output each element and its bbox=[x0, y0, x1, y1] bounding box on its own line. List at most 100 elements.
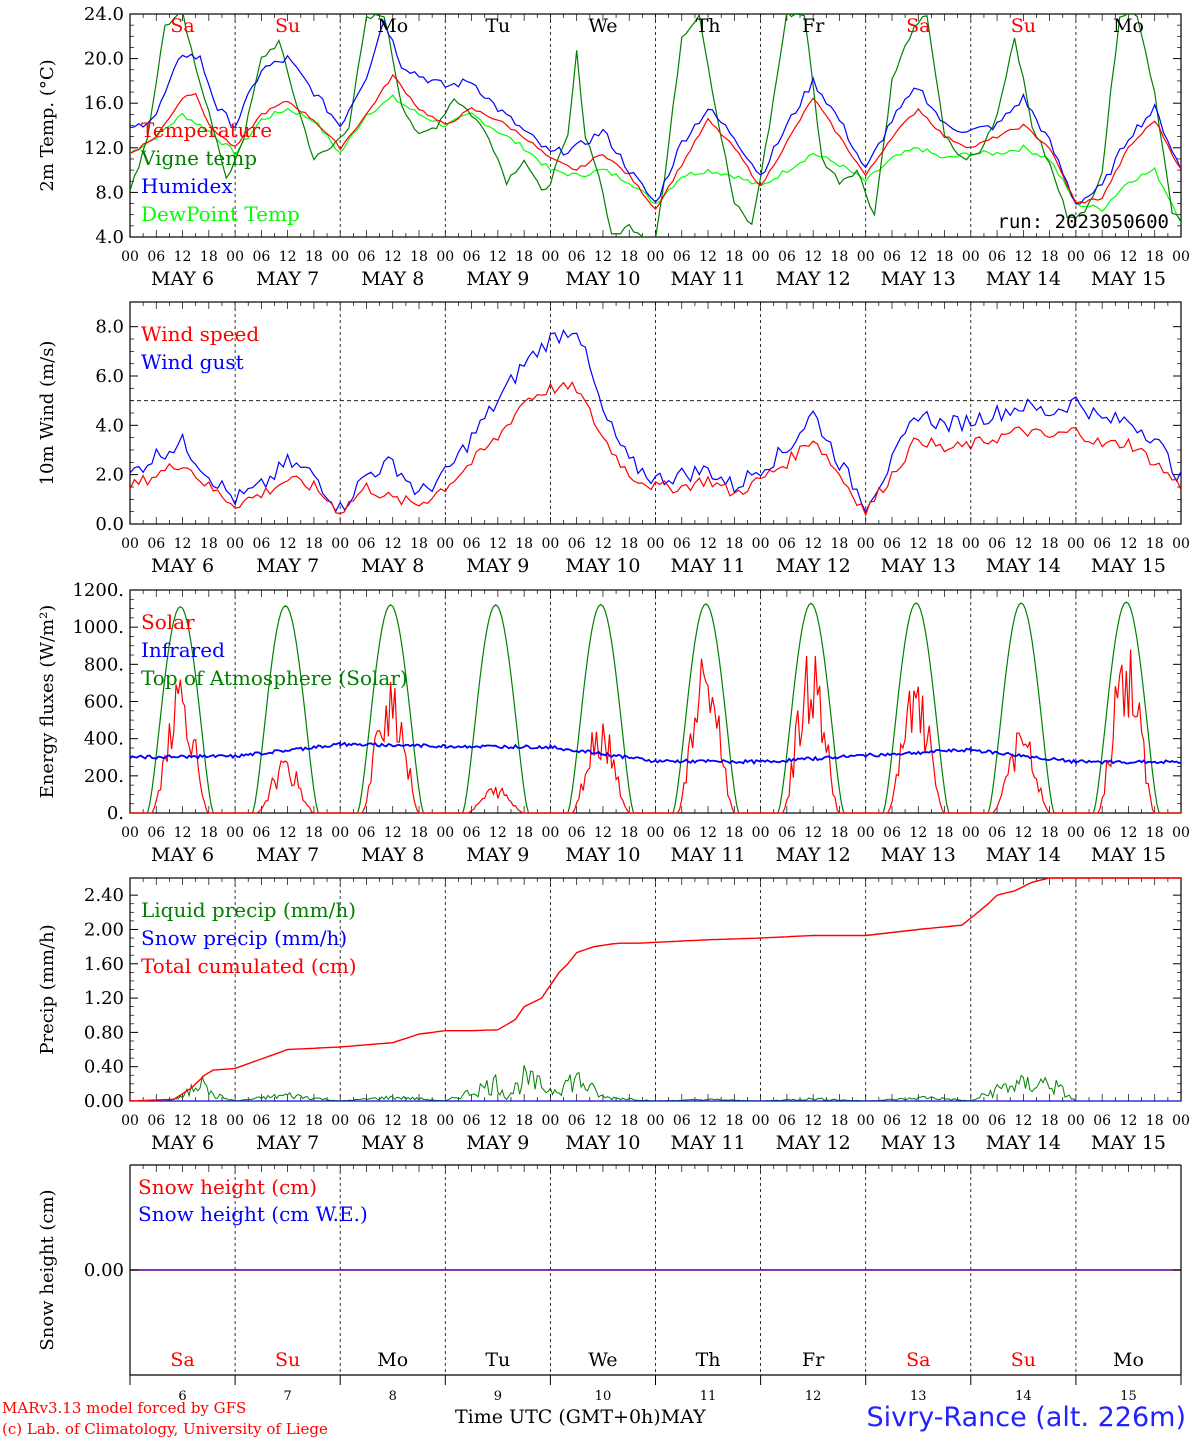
hour-tick-label: 00 bbox=[541, 536, 559, 552]
day-label: MAY 15 bbox=[1091, 268, 1166, 290]
weekday-label-bottom: We bbox=[588, 1349, 617, 1371]
hour-tick-label: 06 bbox=[778, 249, 796, 265]
day-label: MAY 10 bbox=[565, 555, 640, 577]
hour-tick-label: 00 bbox=[647, 536, 665, 552]
y-tick-label: 0.80 bbox=[84, 1022, 124, 1043]
hour-tick-label: 06 bbox=[252, 1113, 270, 1129]
x-axis-month: MAY bbox=[660, 1406, 706, 1428]
hour-tick-label: 12 bbox=[1120, 1113, 1138, 1129]
hour-tick-label: 00 bbox=[436, 536, 454, 552]
day-number-label: 13 bbox=[910, 1389, 927, 1404]
hour-tick-label: 00 bbox=[226, 249, 244, 265]
day-label: MAY 7 bbox=[256, 844, 319, 866]
hour-tick-label: 00 bbox=[121, 249, 139, 265]
hour-tick-label: 06 bbox=[568, 1113, 586, 1129]
y-tick-label: 1.60 bbox=[84, 954, 124, 975]
hour-tick-label: 00 bbox=[331, 249, 349, 265]
y-tick-label: 24.0 bbox=[84, 4, 124, 25]
hour-tick-label: 18 bbox=[620, 536, 638, 552]
hour-tick-label: 00 bbox=[436, 825, 454, 841]
legend-solar: Solar bbox=[141, 610, 195, 634]
day-label: MAY 7 bbox=[256, 555, 319, 577]
y-tick-label: 16.0 bbox=[84, 93, 124, 114]
x-axis-title: Time UTC (GMT+0h)MAY bbox=[455, 1406, 706, 1428]
weekday-label-bottom: Th bbox=[696, 1349, 721, 1371]
hour-tick-label: 18 bbox=[936, 536, 954, 552]
panel-energy: 0. 200. 400. 600. 800. 1000. 1200. Energy fluxe… bbox=[37, 580, 1190, 866]
hour-tick-label: 12 bbox=[1120, 249, 1138, 265]
hour-tick-label: 06 bbox=[883, 1113, 901, 1129]
hour-tick-label: 12 bbox=[699, 249, 717, 265]
day-label: MAY 13 bbox=[881, 844, 956, 866]
y-tick-label: 8.0 bbox=[95, 317, 124, 338]
y-tick-label: 2.0 bbox=[95, 465, 124, 486]
y-tick-label: 2.40 bbox=[84, 885, 124, 906]
hour-tick-label: 18 bbox=[620, 1113, 638, 1129]
hour-tick-label: 06 bbox=[252, 536, 270, 552]
day-number-label: 12 bbox=[805, 1389, 822, 1404]
y-axis-label: Snow height (cm) bbox=[37, 1189, 58, 1350]
day-label: MAY 12 bbox=[776, 844, 851, 866]
hour-tick-label: 00 bbox=[857, 249, 875, 265]
hour-tick-label: 06 bbox=[1093, 825, 1111, 841]
hour-tick-label: 00 bbox=[1172, 536, 1190, 552]
hour-tick-label: 00 bbox=[1172, 825, 1190, 841]
hour-tick-label: 00 bbox=[121, 1113, 139, 1129]
weekday-label-bottom: Su bbox=[1011, 1349, 1036, 1371]
y-tick-label: 1.20 bbox=[84, 988, 124, 1009]
day-number-label: 14 bbox=[1015, 1389, 1032, 1404]
day-label: MAY 12 bbox=[776, 555, 851, 577]
hour-tick-label: 12 bbox=[279, 536, 297, 552]
legend-infrared: Infrared bbox=[141, 638, 225, 662]
weekday-label-top: Mo bbox=[377, 15, 408, 37]
hour-tick-label: 00 bbox=[962, 249, 980, 265]
weekday-label-top: We bbox=[588, 15, 617, 37]
hour-tick-label: 00 bbox=[962, 825, 980, 841]
panel-frame bbox=[129, 589, 1182, 814]
day-label: MAY 11 bbox=[670, 268, 745, 290]
hour-tick-label: 06 bbox=[778, 825, 796, 841]
run-annotation: run: 2023050600 bbox=[997, 211, 1169, 233]
hour-tick-label: 00 bbox=[1067, 249, 1085, 265]
hour-tick-label: 18 bbox=[620, 249, 638, 265]
day-label: MAY 11 bbox=[670, 844, 745, 866]
hour-tick-label: 12 bbox=[174, 249, 192, 265]
hour-tick-label: 00 bbox=[647, 825, 665, 841]
hour-tick-label: 00 bbox=[121, 825, 139, 841]
y-tick-label: 6.0 bbox=[95, 366, 124, 387]
hour-tick-label: 18 bbox=[200, 1113, 218, 1129]
weekday-label-bottom: Fr bbox=[802, 1349, 825, 1371]
series-wind-gust bbox=[129, 329, 1182, 514]
hour-tick-label: 12 bbox=[804, 249, 822, 265]
hour-tick-label: 12 bbox=[909, 1113, 927, 1129]
hour-tick-label: 06 bbox=[147, 1113, 165, 1129]
day-label: MAY 8 bbox=[361, 268, 424, 290]
hour-tick-label: 06 bbox=[988, 536, 1006, 552]
hour-tick-label: 18 bbox=[200, 825, 218, 841]
hour-tick-label: 18 bbox=[410, 536, 428, 552]
hour-tick-label: 06 bbox=[568, 536, 586, 552]
hour-tick-label: 06 bbox=[778, 1113, 796, 1129]
weekday-label-top: Su bbox=[1011, 15, 1036, 37]
hour-tick-label: 18 bbox=[515, 825, 533, 841]
hour-tick-label: 00 bbox=[647, 249, 665, 265]
hour-tick-label: 06 bbox=[252, 249, 270, 265]
weekday-label-top: Mo bbox=[1113, 15, 1144, 37]
hour-tick-label: 06 bbox=[358, 825, 376, 841]
series-humidex bbox=[130, 19, 1181, 205]
hour-tick-label: 00 bbox=[121, 536, 139, 552]
weekday-label-bottom: Su bbox=[275, 1349, 300, 1371]
weekday-label-bottom: Tu bbox=[485, 1349, 510, 1371]
hour-tick-label: 12 bbox=[174, 536, 192, 552]
y-axis-label: Precip (mm/h) bbox=[37, 924, 58, 1054]
hour-tick-label: 12 bbox=[909, 249, 927, 265]
hour-tick-label: 12 bbox=[594, 825, 612, 841]
y-tick-label: 1000. bbox=[72, 617, 124, 638]
hour-tick-label: 06 bbox=[463, 825, 481, 841]
hour-tick-label: 06 bbox=[883, 249, 901, 265]
hour-tick-label: 06 bbox=[358, 1113, 376, 1129]
hour-tick-label: 12 bbox=[279, 1113, 297, 1129]
temp-lines bbox=[130, 14, 1181, 237]
hour-tick-label: 18 bbox=[725, 1113, 743, 1129]
hour-tick-label: 00 bbox=[541, 825, 559, 841]
